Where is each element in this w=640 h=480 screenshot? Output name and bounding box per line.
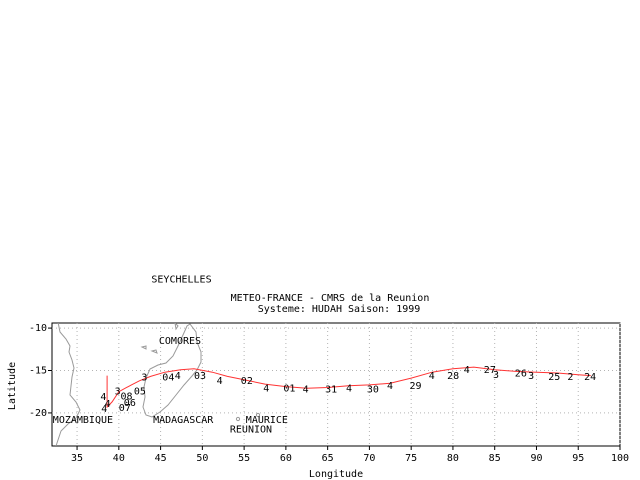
track-point-label: 08 — [121, 391, 133, 402]
track-point-label: 31 — [325, 385, 337, 396]
place-label-seychelles: SEYCHELLES — [151, 274, 211, 285]
x-tick-label: 60 — [280, 453, 292, 464]
track-point-label: 24 — [584, 372, 596, 383]
cyclone-track — [106, 366, 591, 409]
island-coast — [174, 323, 179, 331]
place-label-mozambique: MOZAMBIQUE — [53, 415, 113, 426]
coastlines — [55, 323, 261, 446]
map-subtitle: Systeme: HUDAH Saison: 1999 — [258, 304, 421, 315]
x-tick-label: 70 — [363, 453, 375, 464]
track-point-label: 4 — [464, 365, 470, 376]
track-point-label: 3 — [528, 371, 534, 382]
maurice-island — [255, 412, 261, 418]
track-point-label: 27 — [484, 365, 496, 376]
track-point-label: 07 — [119, 403, 131, 414]
track-point-label: 03 — [194, 371, 206, 382]
track-point-label: 3 — [115, 386, 121, 397]
africa-coast — [55, 323, 81, 446]
track-point-label: 4 — [303, 385, 309, 396]
track-point-label: 30 — [367, 385, 379, 396]
madagascar-coast — [142, 323, 202, 418]
place-label-madagascar: MADAGASCAR — [153, 415, 214, 426]
track-point-label: 01 — [283, 384, 295, 395]
place-label-reunion: REUNION — [230, 424, 272, 435]
track-point-label: 4 — [100, 392, 106, 403]
x-tick-label: 85 — [489, 453, 501, 464]
place-labels: SEYCHELLES COMORES MOZAMBIQUE MADAGASCAR MAU… — [53, 274, 288, 435]
place-label-maurice: MAURICE — [246, 415, 288, 426]
x-tick-label: 75 — [405, 453, 417, 464]
track-point-label: 3 — [141, 373, 147, 384]
x-axis-label: Longitude — [309, 469, 363, 480]
track-point-label: 28 — [447, 371, 459, 382]
y-axis-label: Latitude — [7, 362, 18, 410]
x-tick-label: 90 — [530, 453, 542, 464]
track-point-label: 04 — [162, 373, 174, 384]
track-point-label: 26 — [515, 368, 527, 379]
island-coast — [150, 349, 158, 354]
y-tick-label: -15 — [29, 366, 47, 377]
island-coast — [140, 345, 147, 350]
track-point-label: 3 — [493, 370, 499, 381]
plot-frame — [51, 322, 621, 447]
track-point-label: 4 — [346, 384, 352, 395]
track-point-label: 2 — [567, 372, 573, 383]
map-title: METEO-FRANCE - CMRS de la Reunion — [231, 293, 430, 304]
x-tick-label: 95 — [572, 453, 584, 464]
track-point-label: 25 — [548, 372, 560, 383]
track-point-label: 4 — [175, 371, 181, 382]
x-tick-label: 45 — [155, 453, 167, 464]
track-point-label: 4 — [429, 371, 435, 382]
x-tick-label: 40 — [113, 453, 125, 464]
y-tick-label: -20 — [29, 408, 47, 419]
x-tick-label: 80 — [447, 453, 459, 464]
x-tick-label: 50 — [196, 453, 208, 464]
x-tick-label: 65 — [322, 453, 334, 464]
track-point-label: 4 — [101, 404, 107, 415]
track-line — [106, 366, 591, 409]
track-point-label: 29 — [410, 381, 422, 392]
x-tick-label: 100 — [611, 453, 629, 464]
place-label-comores: COMORES — [159, 336, 201, 347]
reunion-island — [235, 416, 241, 422]
axis-ticks: 35 40 45 50 55 60 65 70 75 80 85 90 95 100 -10 -15 -20 — [29, 323, 629, 464]
track-point-label: 4 — [263, 384, 269, 395]
x-tick-label: 55 — [238, 453, 250, 464]
track-point-label: 4 — [105, 399, 111, 410]
track-point-label: 05 — [134, 386, 146, 397]
track-point-label: 4 — [387, 381, 393, 392]
track-point-label: 4 — [217, 376, 223, 387]
y-tick-label: -10 — [29, 323, 47, 334]
track-point-label: 02 — [241, 376, 253, 387]
track-point-label: 06 — [124, 398, 136, 409]
grid — [52, 323, 621, 446]
x-tick-label: 35 — [71, 453, 83, 464]
